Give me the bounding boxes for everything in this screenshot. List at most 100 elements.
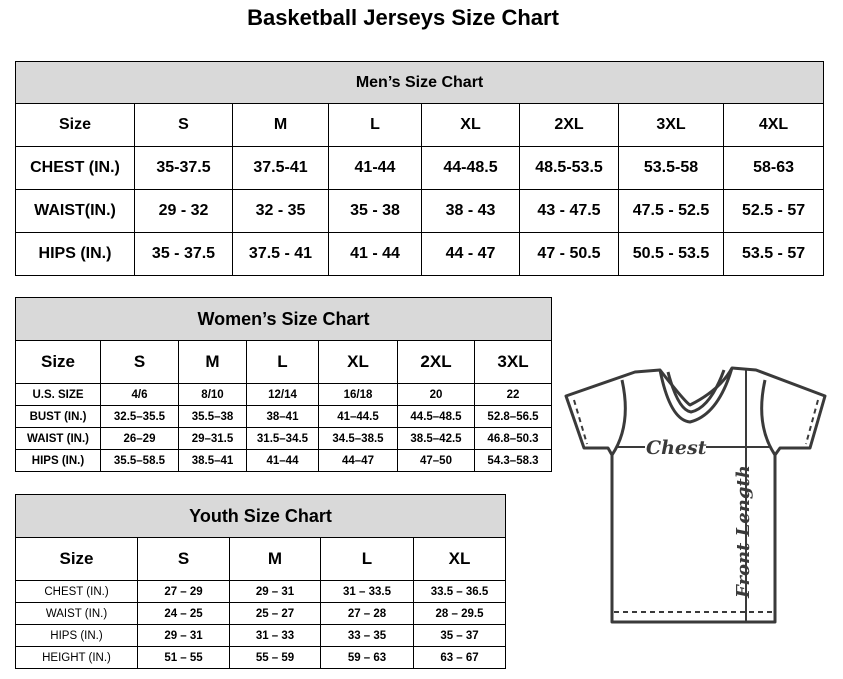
- table-row: CHEST (IN.) 27 – 29 29 – 31 31 – 33.5 33.5 –…: [15, 580, 507, 603]
- table-cell: 4/6: [100, 383, 179, 406]
- table-cell: 44.5–48.5: [397, 405, 475, 428]
- mens-size-table: Men’s Size Chart Size S M L XL 2XL 3XL 4XL CHEST …: [14, 61, 825, 276]
- table-cell: 29 – 31: [137, 624, 230, 647]
- table-cell: 44-48.5: [421, 146, 520, 190]
- table-cell: 31 – 33.5: [320, 580, 414, 603]
- table-cell: 37.5 - 41: [232, 232, 329, 276]
- size-column-header: 2XL: [519, 103, 619, 147]
- table-cell: 50.5 - 53.5: [618, 232, 724, 276]
- size-header-row: Size S M L XL 2XL 3XL: [15, 340, 553, 384]
- table-cell: 35 - 38: [328, 189, 422, 233]
- table-cell: 35 – 37: [412, 624, 507, 647]
- table-cell: 28 – 29.5: [412, 602, 507, 625]
- size-header-row: Size S M L XL: [15, 537, 507, 581]
- left-armhole: [610, 379, 627, 456]
- table-cell: 37.5-41: [232, 146, 329, 190]
- table-cell: 54.3–58.3: [473, 449, 553, 472]
- table-cell: 63 – 67: [412, 646, 507, 669]
- size-column-header: L: [328, 103, 422, 147]
- table-cell: 31 – 33: [229, 624, 321, 647]
- table-cell: 33.5 – 36.5: [412, 580, 507, 603]
- table-cell: 35.5–38: [178, 405, 247, 428]
- table-cell: 8/10: [178, 383, 247, 406]
- table-cell: 48.5-53.5: [519, 146, 619, 190]
- collar-inner: [666, 369, 726, 414]
- size-column-header: S: [137, 537, 230, 581]
- size-column-header: S: [134, 103, 233, 147]
- youth-chart-heading: Youth Size Chart: [14, 494, 507, 538]
- jersey-diagram: Chest Front Length: [564, 366, 827, 624]
- table-cell: 53.5-58: [618, 146, 724, 190]
- men-chart-heading: Men’s Size Chart: [14, 61, 825, 104]
- table-cell: 41 - 44: [328, 232, 422, 276]
- size-column-header: 3XL: [618, 103, 724, 147]
- row-label: Size: [15, 537, 138, 581]
- table-cell: 35 - 37.5: [134, 232, 233, 276]
- size-column-header: XL: [412, 537, 507, 581]
- table-row: WAIST (IN.) 24 – 25 25 – 27 27 – 28 28 – 29.…: [15, 602, 507, 625]
- table-cell: 27 – 29: [137, 580, 230, 603]
- row-label: U.S. SIZE: [15, 383, 101, 406]
- table-cell: 52.8–56.5: [473, 405, 553, 428]
- table-cell: 32.5–35.5: [100, 405, 179, 428]
- table-cell: 51 – 55: [137, 646, 230, 669]
- table-cell: 52.5 - 57: [722, 189, 825, 233]
- page-title: Basketball Jerseys Size Chart: [247, 5, 559, 30]
- table-cell: 38.5–42.5: [397, 427, 475, 450]
- table-row: HEIGHT (IN.) 51 – 55 55 – 59 59 – 63 63 – 67: [15, 646, 507, 669]
- right-armhole: [760, 379, 777, 456]
- youth-size-table: Youth Size Chart Size S M L XL CHEST (IN.) 27 –…: [14, 494, 507, 669]
- table-cell: 27 – 28: [320, 602, 414, 625]
- table-cell: 38.5–41: [178, 449, 247, 472]
- table-cell: 55 – 59: [229, 646, 321, 669]
- table-cell: 35-37.5: [134, 146, 233, 190]
- table-cell: 47 - 50.5: [519, 232, 619, 276]
- size-header-row: Size S M L XL 2XL 3XL 4XL: [15, 103, 825, 147]
- table-cell: 43 - 47.5: [519, 189, 619, 233]
- row-label: Size: [15, 103, 135, 147]
- table-row: HIPS (IN.) 35 - 37.5 37.5 - 41 41 - 44 44 - …: [15, 232, 825, 276]
- table-cell: 26–29: [100, 427, 179, 450]
- table-cell: 24 – 25: [137, 602, 230, 625]
- table-row: CHEST (IN.) 35-37.5 37.5-41 41-44 44-48.5 48.…: [15, 146, 825, 190]
- size-column-header: 2XL: [397, 340, 475, 384]
- row-label: WAIST(IN.): [15, 189, 135, 233]
- size-column-header: XL: [421, 103, 520, 147]
- size-column-header: XL: [318, 340, 398, 384]
- table-cell: 32 - 35: [232, 189, 329, 233]
- womens-size-table: Women’s Size Chart Size S M L XL 2XL 3XL U.S. SI…: [14, 297, 553, 472]
- row-label: HIPS (IN.): [15, 232, 135, 276]
- table-cell: 44–47: [318, 449, 398, 472]
- size-column-header: 3XL: [473, 340, 553, 384]
- table-cell: 47–50: [397, 449, 475, 472]
- table-cell: 47.5 - 52.5: [618, 189, 724, 233]
- table-cell: 29 - 32: [134, 189, 233, 233]
- table-cell: 29–31.5: [178, 427, 247, 450]
- collar: [658, 367, 734, 424]
- table-cell: 41–44.5: [318, 405, 398, 428]
- table-cell: 59 – 63: [320, 646, 414, 669]
- table-cell: 44 - 47: [421, 232, 520, 276]
- row-label: HIPS (IN.): [15, 449, 101, 472]
- table-row: WAIST(IN.) 29 - 32 32 - 35 35 - 38 38 - 43 43…: [15, 189, 825, 233]
- size-column-header: S: [100, 340, 179, 384]
- table-cell: 53.5 - 57: [722, 232, 825, 276]
- table-row: WAIST (IN.) 26–29 29–31.5 31.5–34.5 34.5–38.…: [15, 427, 553, 450]
- size-column-header: M: [178, 340, 247, 384]
- table-cell: 58-63: [722, 146, 825, 190]
- table-cell: 38–41: [246, 405, 319, 428]
- women-chart-heading: Women’s Size Chart: [14, 297, 553, 341]
- chest-label: Chest: [646, 437, 707, 459]
- size-column-header: M: [232, 103, 329, 147]
- table-cell: 29 – 31: [229, 580, 321, 603]
- table-cell: 20: [397, 383, 475, 406]
- row-label: HIPS (IN.): [15, 624, 138, 647]
- table-cell: 22: [473, 383, 553, 406]
- row-label: HEIGHT (IN.): [15, 646, 138, 669]
- jersey-outline: [564, 366, 827, 624]
- table-row: BUST (IN.) 32.5–35.5 35.5–38 38–41 41–44.5 44…: [15, 405, 553, 428]
- table-cell: 35.5–58.5: [100, 449, 179, 472]
- size-column-header: L: [320, 537, 414, 581]
- table-cell: 12/14: [246, 383, 319, 406]
- front-length-label: Front Length: [733, 465, 754, 599]
